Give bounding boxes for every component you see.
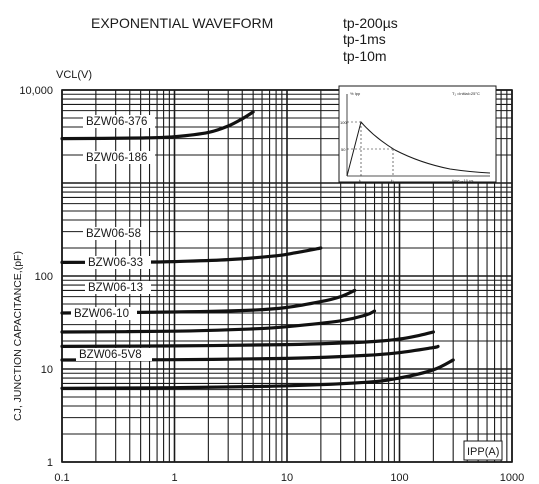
series-label-background: [85, 281, 151, 294]
x-tick-label: 10: [281, 472, 293, 484]
inset-tick-50: 50: [341, 147, 346, 152]
x-axis-title-box: [463, 440, 503, 461]
plot-frame: [61, 89, 513, 463]
series-label: BZW06-376: [86, 116, 147, 128]
y-axis-rotated-label: CJ, JUNCTION CAPACITANCE,(pF): [12, 251, 24, 421]
x-tick-label: 0.1: [54, 472, 69, 484]
title-condition-1: tp-200µs: [343, 15, 398, 31]
series-label: BZW06-5V8: [79, 349, 142, 361]
title-condition-3: tp-10m: [343, 48, 387, 64]
y-tick-label: 1: [47, 457, 53, 469]
inset-tick-t1: t₁: [359, 178, 362, 183]
inset-frame: [338, 85, 497, 183]
series-label: BZW06-33: [88, 257, 143, 269]
series-curve: [60, 358, 455, 390]
inset-tick-100: 100: [340, 120, 347, 125]
series-curve: [60, 288, 357, 315]
x-tick-label: 1000: [500, 472, 524, 484]
inset-x-label: time→10 µs: [452, 178, 473, 183]
y-tick-label: 10: [41, 364, 53, 376]
inset-waveform-curve: [346, 120, 491, 177]
x-tick-label: 1: [171, 472, 177, 484]
series-label: BZW06-10: [74, 308, 129, 320]
y-tick-label: 10,000: [19, 85, 53, 97]
series-label-background: [71, 307, 137, 320]
series-curve: [60, 110, 255, 141]
series-label-group: BZW06-376 BZW06-186 BZW06-58 BZW06-33 BZW06-…: [71, 115, 155, 361]
inset-tick-t2: t₂: [391, 178, 394, 183]
x-axis-title: IPP(A): [467, 446, 499, 458]
chart-title: EXPONENTIAL WAVEFORM: [91, 15, 273, 31]
inset-label-left: % Ipp: [350, 91, 361, 96]
series-label: BZW06-58: [86, 228, 141, 240]
inset-label-right: T₁ =Initial=25°C: [452, 91, 480, 96]
series-label-background: [83, 227, 149, 240]
y-axis-title: VCL(V): [56, 69, 92, 81]
inset-waveform: % Ipp T₁ =Initial=25°C 100 50 t₁ t₂ time…: [338, 85, 497, 183]
series-curve: [60, 309, 377, 334]
title-condition-2: tp-1ms: [343, 31, 386, 47]
series-curve: [60, 330, 435, 348]
series-label: BZW06-186: [86, 152, 147, 164]
x-tick-label: 100: [390, 472, 408, 484]
series-label-background: [83, 151, 155, 164]
series-label-background: [83, 115, 155, 128]
series-label-background: [76, 348, 152, 361]
series-curve: [60, 344, 440, 362]
series-label: BZW06-13: [88, 282, 143, 294]
y-tick-label: 100: [35, 271, 53, 283]
series-label-background: [85, 256, 151, 269]
